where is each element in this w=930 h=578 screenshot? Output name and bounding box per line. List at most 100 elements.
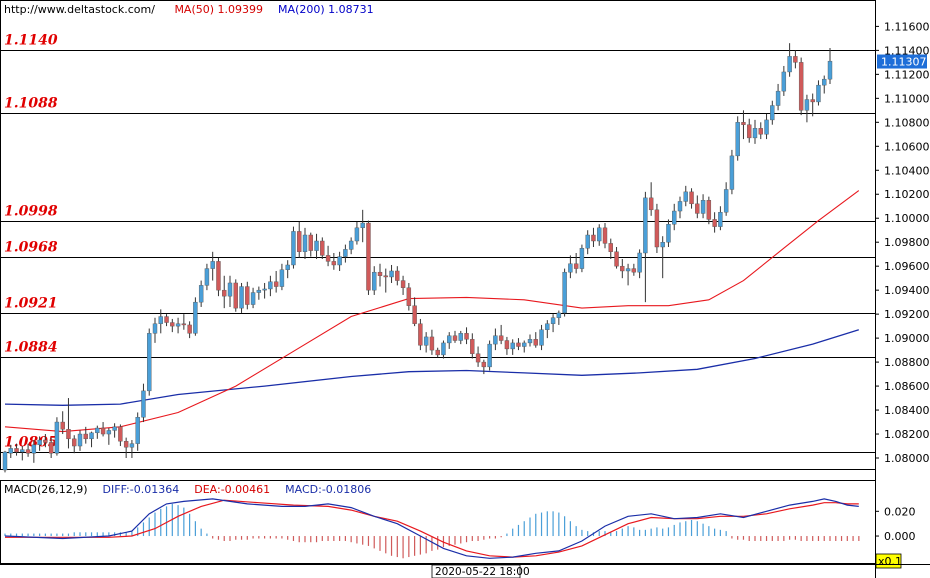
candle-body (747, 124, 752, 139)
candle (550, 314, 556, 333)
candle (129, 440, 135, 459)
candle (591, 227, 596, 247)
price-axis-tick-label: 1.09600 (884, 260, 930, 273)
candle-body (666, 224, 671, 243)
candle (106, 428, 112, 445)
candle-body (48, 442, 54, 454)
price-axis-tick-label: 1.09400 (884, 284, 930, 297)
candle-body (198, 285, 204, 303)
candle-body (597, 227, 602, 242)
candle (141, 383, 146, 423)
candle-body (72, 438, 77, 447)
candle (672, 203, 677, 231)
candle (31, 440, 37, 463)
candle (72, 435, 77, 454)
price-axis-tick-label: 1.11400 (884, 44, 930, 57)
candle (810, 93, 815, 117)
macd-pane: 0.020 0.000 x0.1 (0, 480, 916, 569)
candle-body (562, 271, 567, 314)
candle-body (250, 292, 256, 305)
candle-body (481, 361, 487, 368)
candle (245, 281, 250, 310)
candle-body (377, 271, 383, 276)
candle-body (672, 210, 677, 225)
candle-body (418, 323, 423, 346)
price-axis-tick-label: 1.10800 (884, 116, 930, 129)
candle-body (423, 336, 429, 346)
price-axis-tick-label: 1.08600 (884, 380, 930, 393)
candle-body (360, 222, 365, 229)
candle (43, 434, 48, 448)
candle-body (129, 443, 135, 448)
candle (504, 336, 510, 355)
candle (25, 443, 31, 457)
candle (285, 260, 290, 279)
price-axis-tick-label: 1.08000 (884, 452, 930, 465)
candle (279, 263, 285, 291)
candle-body (285, 264, 290, 270)
candle (481, 359, 487, 375)
candle-body (210, 261, 215, 269)
candle (320, 237, 325, 259)
candle-body (297, 231, 302, 252)
candle-body (637, 252, 642, 273)
candle-body (810, 99, 815, 103)
price-axis-tick-label: 1.10600 (884, 140, 930, 153)
level-label: 1.0968 (4, 240, 58, 256)
candle-body (683, 191, 688, 202)
candle (66, 398, 71, 449)
candle (781, 65, 787, 96)
candle (291, 226, 296, 269)
candle (152, 317, 158, 343)
candle-body (625, 268, 631, 272)
candle (48, 437, 54, 459)
candle (400, 275, 406, 295)
candle-body (164, 316, 169, 323)
candle (602, 223, 608, 249)
candle (631, 263, 637, 276)
candle (239, 282, 244, 313)
candle (804, 94, 810, 123)
candle-body (706, 200, 712, 220)
candle (297, 221, 302, 258)
price-plot-frame (0, 0, 876, 470)
candle-body (348, 240, 354, 250)
candle (533, 332, 538, 348)
candle (573, 252, 579, 274)
candle-body (550, 317, 556, 324)
candle-body (106, 430, 112, 435)
candle-body (147, 333, 152, 392)
candle (452, 330, 458, 343)
candle (14, 443, 19, 456)
candle (527, 334, 533, 347)
candle (423, 332, 429, 353)
candle-body (504, 340, 510, 350)
price-axis-tick-label: 1.08400 (884, 404, 930, 417)
candle-body (354, 227, 360, 242)
candle-body (458, 333, 463, 341)
candle-body (193, 301, 198, 334)
candle (412, 297, 417, 327)
level-label: 1.1088 (4, 96, 58, 112)
macd-diff-line (4, 498, 859, 559)
candle-body (227, 282, 233, 297)
candle (343, 244, 348, 263)
candle (712, 212, 717, 233)
candle-body (37, 439, 42, 446)
candle-body (302, 234, 308, 252)
candle (470, 333, 475, 359)
candle (747, 118, 752, 143)
candle-body (568, 263, 573, 273)
candle (273, 270, 279, 293)
cursor-date-label: 2020-05-22 18:00 (435, 566, 530, 578)
candle (643, 191, 648, 303)
candle-body (470, 339, 475, 354)
candle-body (123, 441, 129, 448)
candle-body (337, 256, 342, 266)
candle (216, 257, 221, 297)
cursor-date-box (431, 564, 521, 578)
candle (683, 185, 688, 207)
candle-body (181, 323, 187, 326)
source-url[interactable]: http://www.deltastock.com/ (4, 3, 155, 16)
